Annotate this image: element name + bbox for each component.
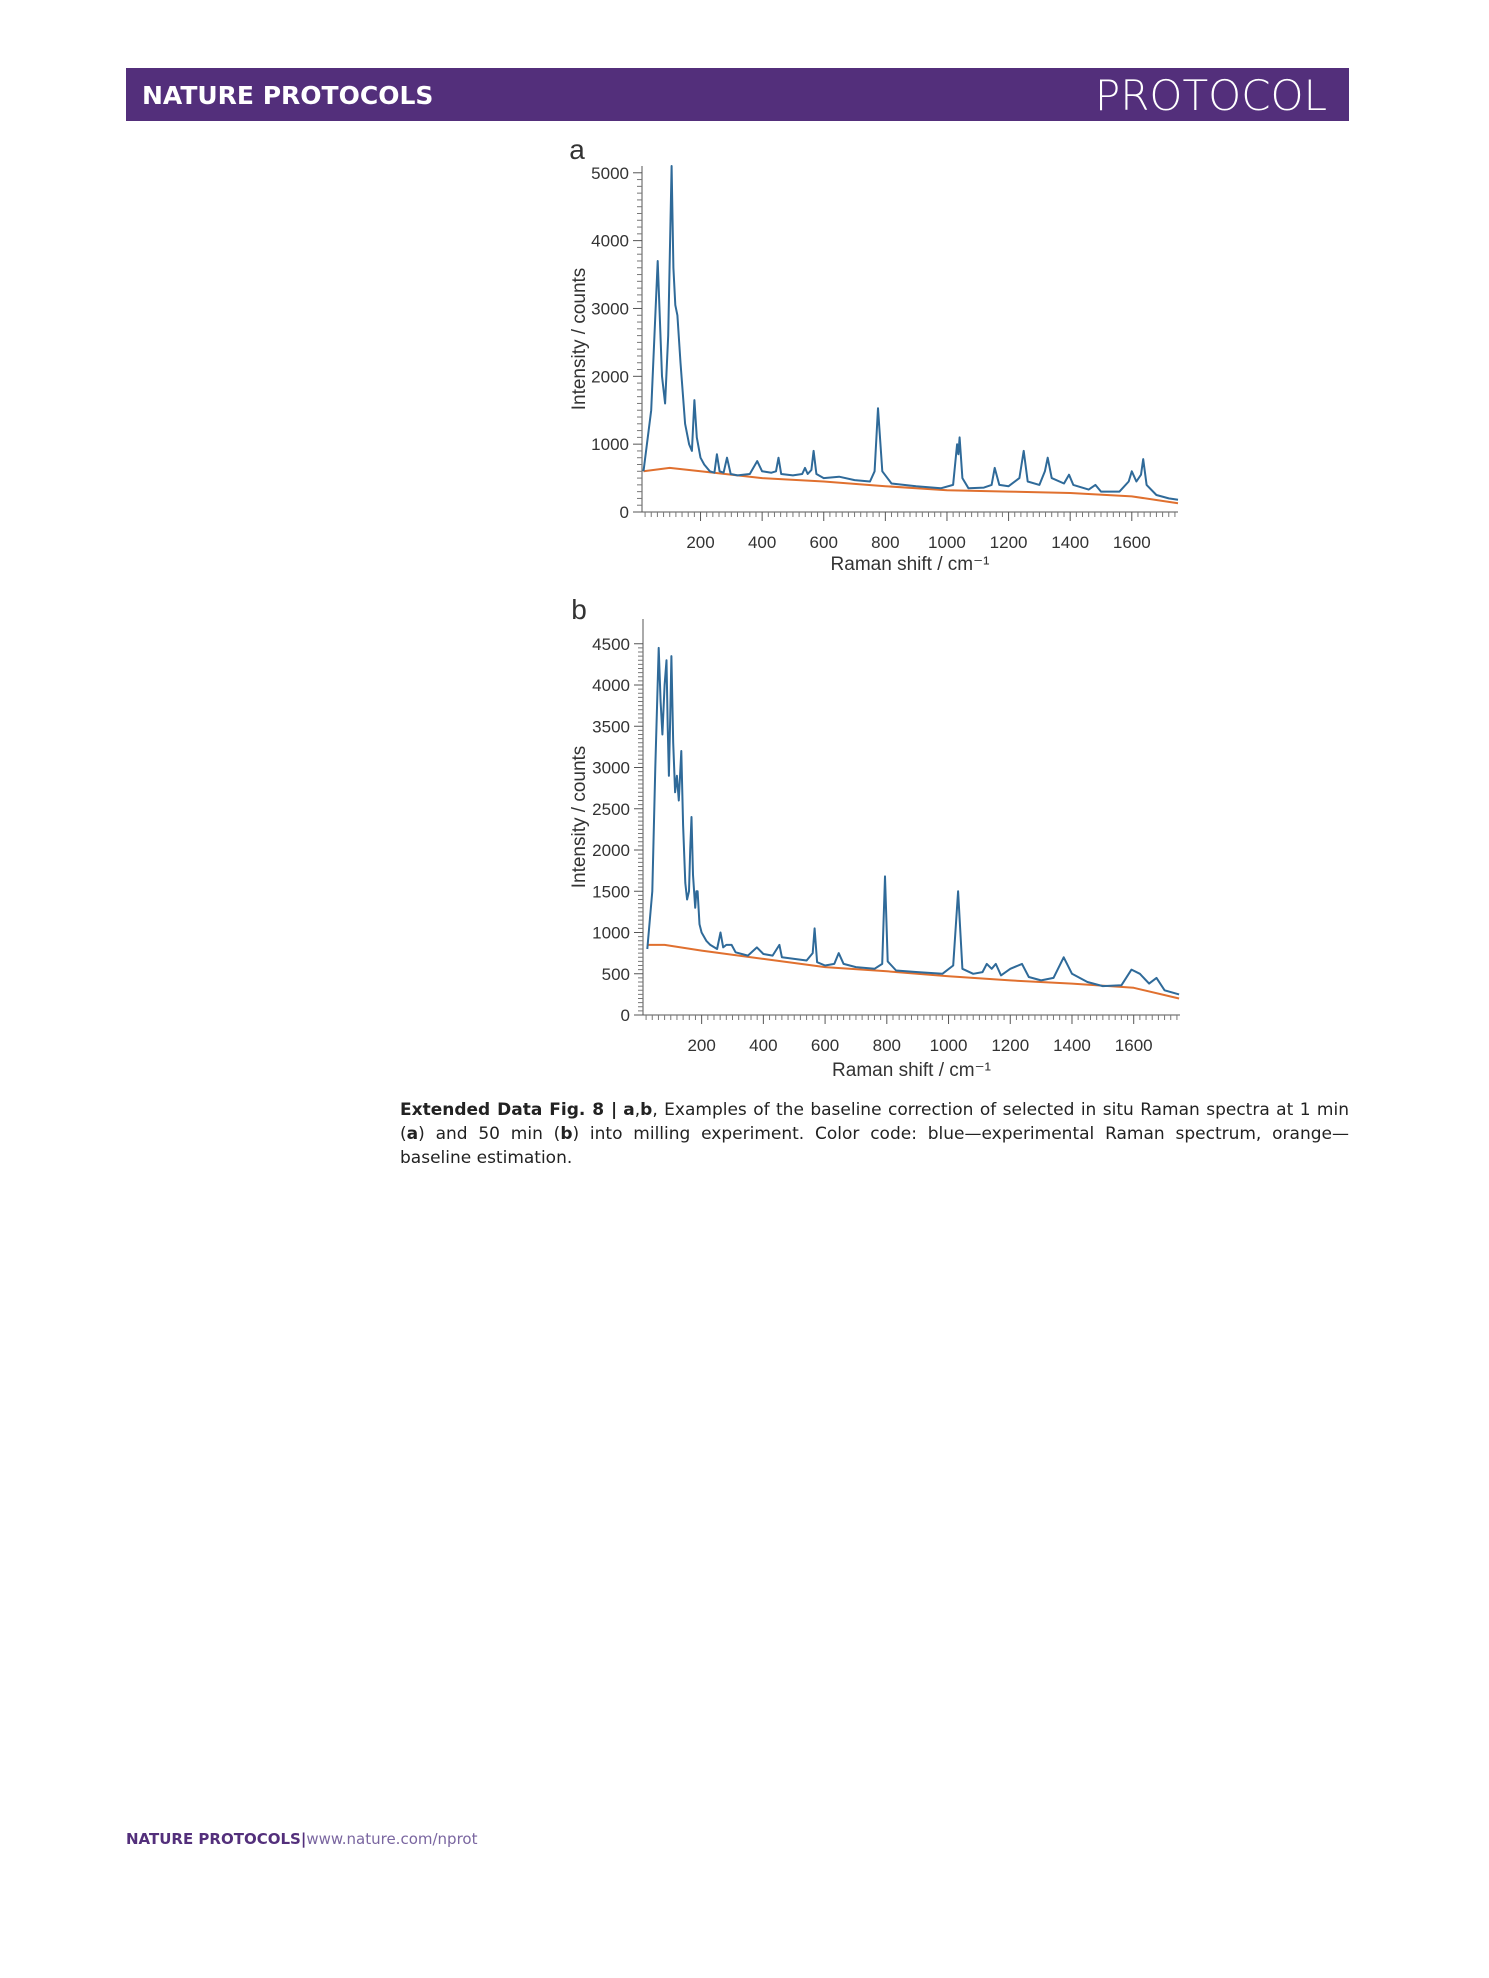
x-tick-label: 600 [810, 533, 838, 552]
x-tick-label: 800 [873, 1036, 901, 1055]
journal-name: NATURE PROTOCOLS [142, 81, 434, 110]
x-tick-label: 1400 [1051, 533, 1089, 552]
y-tick-label: 0 [621, 1006, 630, 1025]
caption-part: Extended Data Fig. 8 | [400, 1100, 618, 1120]
spectrum-line [647, 943, 1180, 1000]
y-axis-label: Intensity / counts [569, 746, 590, 889]
x-tick-label: 200 [686, 533, 714, 552]
x-axis-label: Raman shift / cm⁻¹ [831, 554, 990, 575]
y-tick-label: 1000 [592, 924, 630, 943]
y-tick-label: 1500 [592, 882, 630, 901]
caption-part: a [623, 1100, 635, 1120]
footer: NATURE PROTOCOLS|www.nature.com/nprot [126, 1830, 477, 1848]
panel-label: b [571, 594, 587, 625]
section-name: PROTOCOL [1094, 71, 1327, 120]
spectrum-line [646, 646, 1180, 996]
x-axis-label: Raman shift / cm⁻¹ [832, 1060, 991, 1081]
y-axis-label: Intensity / counts [569, 268, 590, 411]
x-tick-label: 1200 [990, 533, 1028, 552]
x-tick-label: 1400 [1053, 1036, 1091, 1055]
y-tick-label: 4000 [592, 676, 630, 695]
x-tick-label: 400 [749, 1036, 777, 1055]
y-tick-label: 3500 [592, 717, 630, 736]
x-tick-label: 1600 [1113, 533, 1151, 552]
footer-sep: | [300, 1830, 307, 1848]
x-tick-label: 1000 [928, 533, 966, 552]
caption-part: ) and 50 min ( [418, 1124, 561, 1144]
x-tick-label: 1200 [991, 1036, 1029, 1055]
x-tick-label: 400 [748, 533, 776, 552]
caption-part: ) into milling experiment. Color code: b… [400, 1124, 1349, 1168]
y-tick-label: 2500 [592, 800, 630, 819]
y-tick-label: 2000 [592, 841, 630, 860]
spectrum-line [643, 466, 1179, 505]
y-tick-label: 3000 [591, 299, 629, 318]
y-tick-label: 5000 [591, 164, 629, 183]
header-bar: NATURE PROTOCOLS PROTOCOL [126, 68, 1349, 121]
caption-part: , Examples of the baseline correction of… [400, 1100, 1355, 1144]
caption: Extended Data Fig. 8 | a,b, Examples of t… [400, 1098, 1349, 1170]
caption-part: , [634, 1100, 641, 1120]
y-tick-label: 3000 [592, 759, 630, 778]
x-tick-label: 800 [871, 533, 899, 552]
y-tick-label: 2000 [591, 367, 629, 386]
caption-part: b [640, 1100, 653, 1120]
x-tick-label: 600 [811, 1036, 839, 1055]
y-tick-label: 4500 [592, 635, 630, 654]
panel-label: a [569, 134, 585, 165]
y-tick-label: 4000 [591, 232, 629, 251]
footer-journal: NATURE PROTOCOLS [126, 1830, 301, 1848]
y-tick-label: 0 [620, 503, 629, 522]
footer-url: www.nature.com/nprot [306, 1830, 478, 1848]
x-tick-label: 200 [687, 1036, 715, 1055]
caption-part: b [560, 1124, 573, 1144]
x-tick-label: 1000 [930, 1036, 968, 1055]
y-tick-label: 500 [602, 965, 630, 984]
x-tick-label: 1600 [1115, 1036, 1153, 1055]
caption-part: a [406, 1124, 419, 1144]
y-tick-label: 1000 [591, 435, 629, 454]
spectrum-line [642, 165, 1179, 501]
